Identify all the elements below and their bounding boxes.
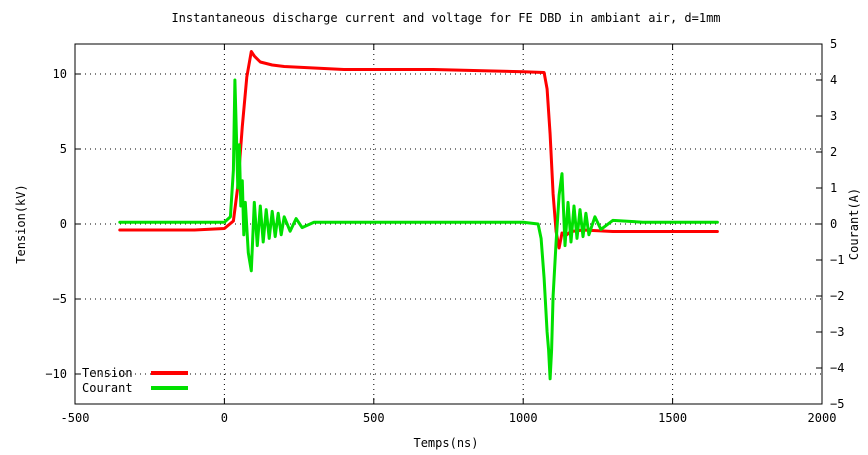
x-axis-label: Temps(ns) xyxy=(413,436,478,450)
series-group xyxy=(118,50,719,381)
series-line-tension xyxy=(118,50,719,250)
y2-tick-label: −4 xyxy=(830,361,844,375)
y-tick-label: 0 xyxy=(60,217,67,231)
x-axis: -500 0 500 1000 1500 2000 xyxy=(61,44,837,425)
plot-frame xyxy=(74,43,823,405)
y2-tick-label: −1 xyxy=(830,253,844,267)
y-tick-label: −5 xyxy=(53,292,67,306)
y2-tick-label: 1 xyxy=(830,181,837,195)
x-tick-label: 2000 xyxy=(808,411,837,425)
y2-tick-label: 0 xyxy=(830,217,837,231)
x-tick-label: 500 xyxy=(363,411,385,425)
y-axis-label: Tension(kV) xyxy=(14,184,28,263)
y2-tick-label: −5 xyxy=(830,397,844,411)
series-line-courant xyxy=(118,78,719,381)
y2-tick-label: 5 xyxy=(830,37,837,51)
x-tick-label: 1500 xyxy=(658,411,687,425)
y-tick-label: −10 xyxy=(45,367,67,381)
y2-tick-label: −3 xyxy=(830,325,844,339)
y-axis-left: −10 −5 0 5 10 xyxy=(45,67,81,381)
y2-tick-label: −2 xyxy=(830,289,844,303)
grid-lines xyxy=(75,44,822,404)
y2-axis-label: Courant(A) xyxy=(847,188,861,260)
y2-tick-label: 4 xyxy=(830,73,837,87)
legend-label: Courant xyxy=(82,381,133,395)
y2-tick-label: 2 xyxy=(830,145,837,159)
x-tick-label: -500 xyxy=(61,411,90,425)
y-tick-label: 5 xyxy=(60,142,67,156)
y-axis-right: −5 −4 −3 −2 −1 0 1 2 3 4 5 xyxy=(816,37,844,411)
y-tick-label: 10 xyxy=(53,67,67,81)
x-tick-label: 0 xyxy=(221,411,228,425)
x-tick-label: 1000 xyxy=(509,411,538,425)
legend-label: Tension xyxy=(82,366,133,380)
y2-tick-label: 3 xyxy=(830,109,837,123)
chart-title: Instantaneous discharge current and volt… xyxy=(171,11,720,25)
